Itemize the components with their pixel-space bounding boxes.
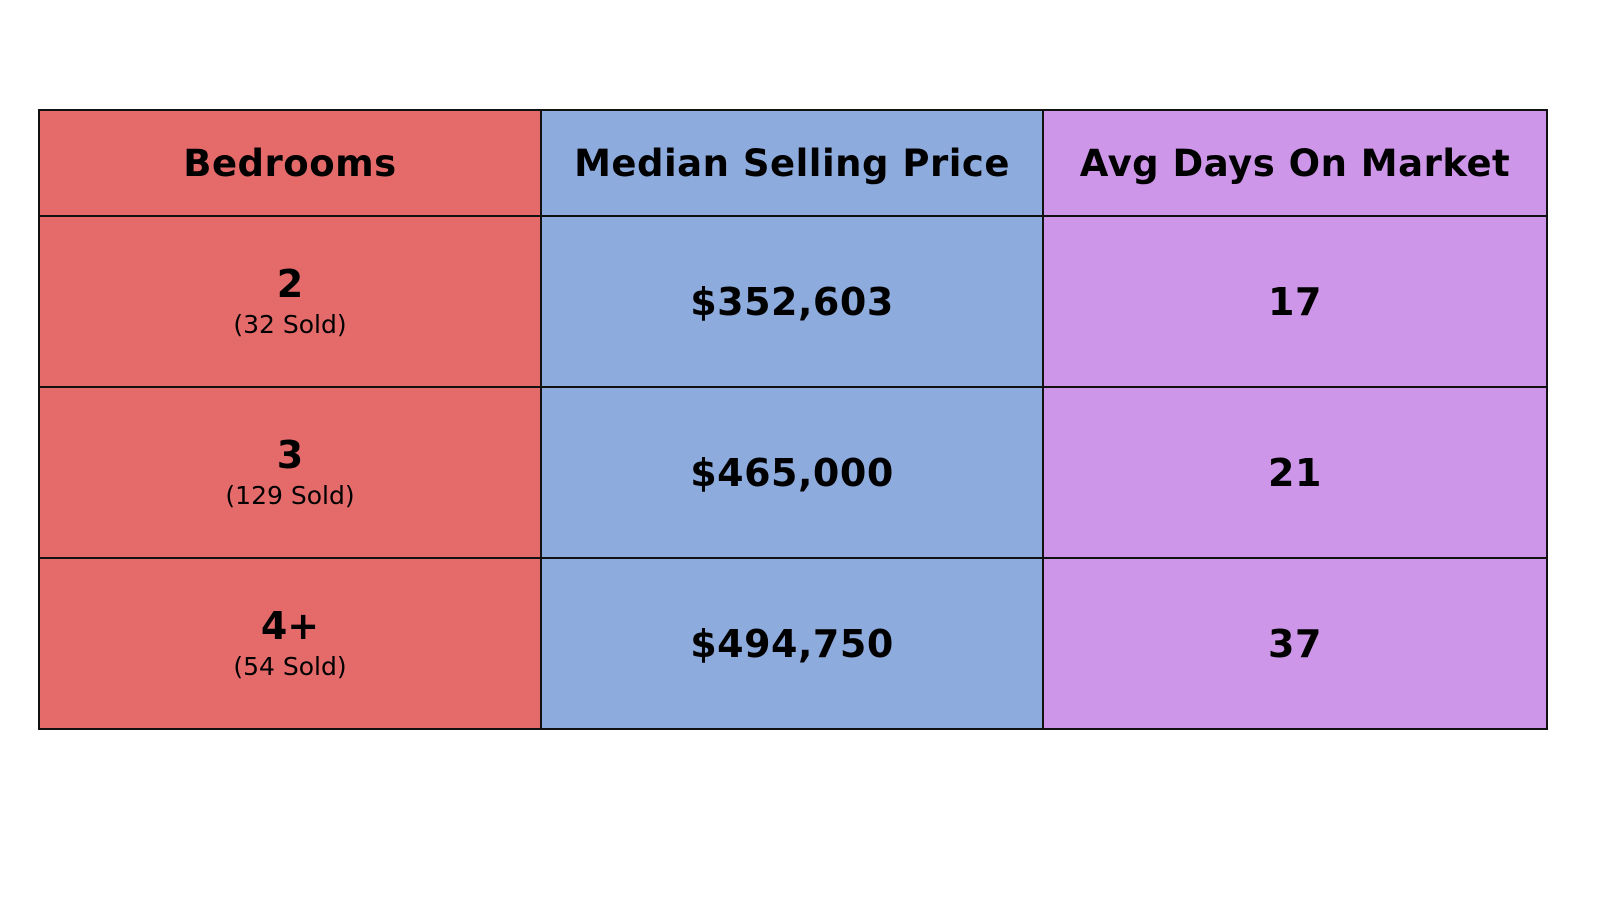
table-header-row: Bedrooms Median Selling Price Avg Days O… (38, 109, 1548, 217)
header-bedrooms: Bedrooms (38, 109, 542, 217)
table-row: 4+ (54 Sold) $494,750 37 (38, 557, 1548, 730)
table-row: 3 (129 Sold) $465,000 21 (38, 386, 1548, 559)
avg-days-value: 37 (1268, 621, 1322, 666)
bedroom-count: 2 (276, 261, 304, 306)
bedrooms-cell: 4+ (54 Sold) (38, 557, 542, 730)
header-avg-days-on-market: Avg Days On Market (1042, 109, 1548, 217)
avg-days-cell: 21 (1042, 386, 1548, 559)
bedroom-count: 3 (276, 432, 304, 477)
median-price-cell: $494,750 (540, 557, 1044, 730)
median-price-value: $352,603 (690, 279, 894, 324)
avg-days-value: 21 (1268, 450, 1322, 495)
median-price-cell: $465,000 (540, 386, 1044, 559)
median-price-cell: $352,603 (540, 215, 1044, 388)
bedrooms-cell: 2 (32 Sold) (38, 215, 542, 388)
sold-count: (54 Sold) (233, 651, 347, 681)
avg-days-value: 17 (1268, 279, 1322, 324)
header-median-selling-price: Median Selling Price (540, 109, 1044, 217)
bedrooms-cell: 3 (129 Sold) (38, 386, 542, 559)
median-price-value: $465,000 (690, 450, 894, 495)
sold-count: (32 Sold) (233, 309, 347, 339)
avg-days-cell: 37 (1042, 557, 1548, 730)
table-row: 2 (32 Sold) $352,603 17 (38, 215, 1548, 388)
median-price-value: $494,750 (690, 621, 894, 666)
avg-days-cell: 17 (1042, 215, 1548, 388)
bedroom-count: 4+ (260, 603, 320, 648)
sold-count: (129 Sold) (225, 480, 355, 510)
bedroom-market-table: Bedrooms Median Selling Price Avg Days O… (38, 109, 1548, 730)
